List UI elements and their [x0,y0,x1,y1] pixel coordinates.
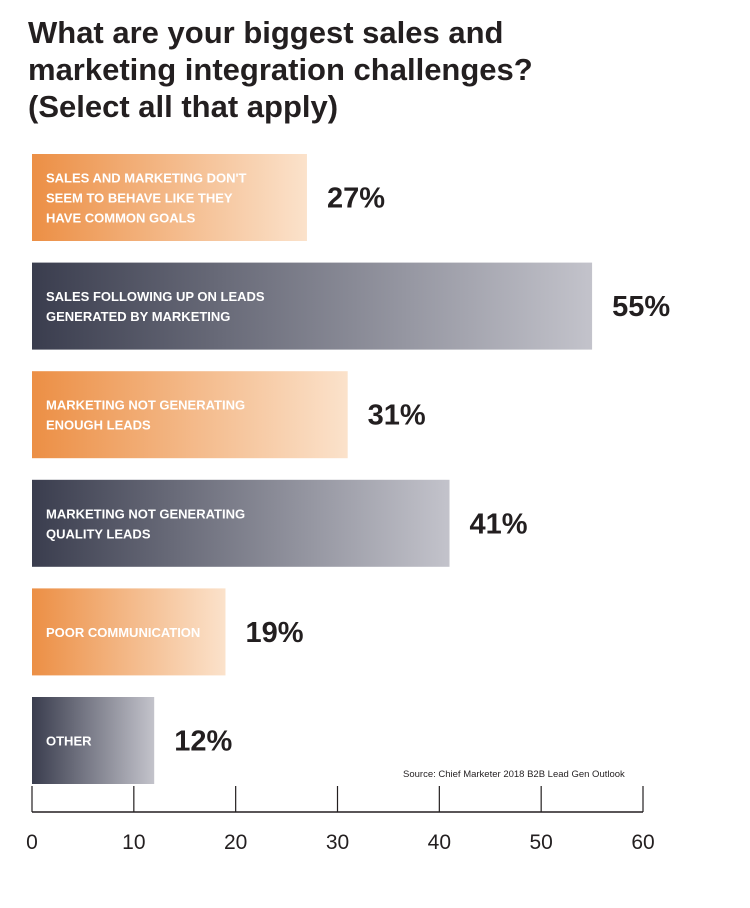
bar-category-label: MARKETING NOT GENERATING [46,398,245,413]
bar-category-label: MARKETING NOT GENERATING [46,506,245,521]
bar-value-label: 41% [470,508,528,540]
bar [32,479,450,567]
bar-category-label: HAVE COMMON GOALS [46,211,196,226]
bar-group: POOR COMMUNICATION 19% [32,588,304,676]
bar-group: OTHER 12% [32,697,232,784]
bar [32,697,155,784]
bar-group: MARKETING NOT GENERATING ENOUGH LEADS 31% [32,371,426,459]
bar-category-label: ENOUGH LEADS [46,418,151,433]
x-tick-label: 40 [428,831,451,854]
x-tick-label: 30 [326,831,349,854]
title-line-1: What are your biggest sales and [28,15,504,50]
x-tick-label: 60 [631,831,654,854]
bar-category-label: POOR COMMUNICATION [46,625,200,640]
bar-category-label: SEEM TO BEHAVE LIKE THEY [46,191,233,206]
bar-group: MARKETING NOT GENERATING QUALITY LEADS 41% [32,479,528,567]
bar-category-label: OTHER [46,734,92,749]
x-tick-label: 50 [529,831,552,854]
bar-value-label: 12% [174,726,232,758]
x-axis: 0 10 20 30 40 50 60 [26,786,655,854]
bar-category-label: GENERATED BY MARKETING [46,309,230,324]
chart-title: What are your biggest sales and marketin… [28,14,728,125]
source-note: Source: Chief Marketer 2018 B2B Lead Gen… [403,769,625,780]
bar-category-label: SALES AND MARKETING DON'T [46,171,247,186]
bar [32,262,593,350]
bar-value-label: 55% [612,291,670,323]
bar-group: SALES AND MARKETING DON'T SEEM TO BEHAVE … [32,154,385,241]
bar-value-label: 31% [368,400,426,432]
x-tick-label: 0 [26,831,38,854]
bar-value-label: 19% [245,617,303,649]
title-line-2: marketing integration challenges? [28,52,533,87]
x-tick-label: 20 [224,831,247,854]
bar-category-label: SALES FOLLOWING UP ON LEADS [46,289,265,304]
bar [32,588,226,676]
title-line-3: (Select all that apply) [28,89,339,124]
bar-category-label: QUALITY LEADS [46,526,151,541]
bars: SALES AND MARKETING DON'T SEEM TO BEHAVE … [32,154,670,784]
bar-value-label: 27% [327,183,385,215]
x-tick-label: 10 [122,831,145,854]
bar-group: SALES FOLLOWING UP ON LEADS GENERATED BY … [32,262,670,350]
bar [32,154,307,241]
bar [32,371,348,459]
